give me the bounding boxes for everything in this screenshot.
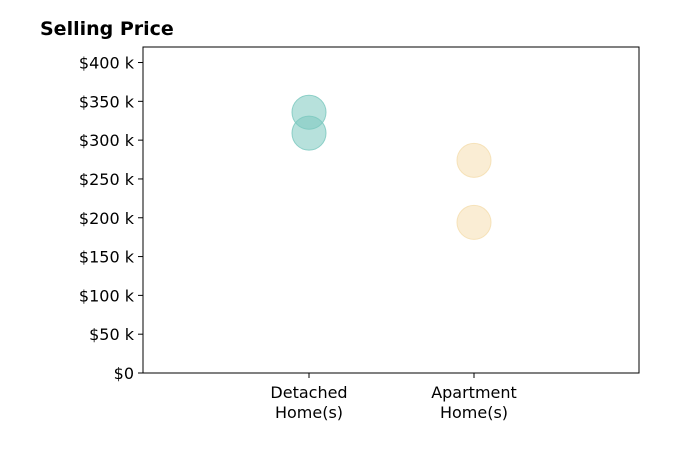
y-tick-label: $250 k — [79, 170, 135, 189]
y-tick-label: $200 k — [79, 209, 135, 228]
plot-frame — [142, 46, 640, 374]
y-tick-label: $400 k — [79, 54, 135, 73]
x-tick-label: Apartment — [431, 383, 517, 402]
y-tick-label: $0 — [114, 364, 134, 383]
data-point — [456, 142, 492, 178]
y-tick-label: $50 k — [89, 325, 135, 344]
x-tick-label: Detached — [270, 383, 347, 402]
y-axis: $0 $50 k $100 k $150 k $200 k $250 k $300 k $35… — [79, 54, 143, 383]
chart-title: Selling Price — [40, 18, 174, 40]
x-tick-label: Home(s) — [440, 403, 508, 422]
y-tick-label: $300 k — [79, 131, 135, 150]
x-tick-label: Home(s) — [275, 403, 343, 422]
data-point — [456, 204, 492, 240]
data-point — [291, 94, 327, 130]
y-tick-label: $350 k — [79, 92, 135, 111]
y-tick-label: $150 k — [79, 248, 135, 267]
y-tick-label: $100 k — [79, 286, 135, 305]
points-layer — [291, 94, 492, 240]
